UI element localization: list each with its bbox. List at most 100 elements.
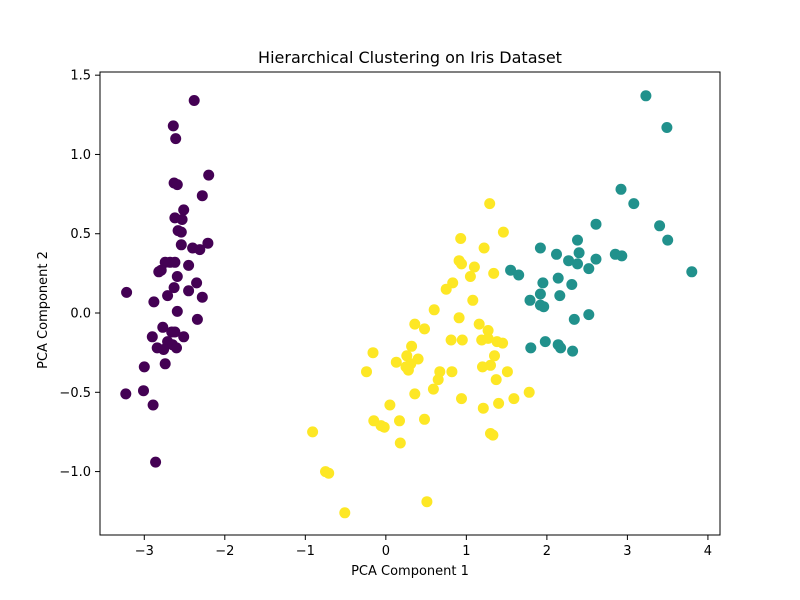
cluster-0-point-1 — [167, 120, 179, 132]
cluster-2-point-3 — [478, 242, 490, 254]
cluster-0-point-17 — [169, 256, 181, 268]
cluster-0-point-45 — [120, 388, 132, 400]
cluster-2-point-21 — [482, 332, 494, 344]
cluster-2-point-19 — [456, 334, 468, 346]
cluster-1-point-11 — [590, 253, 602, 265]
y-tick-label: 1.5 — [70, 69, 91, 84]
cluster-0-point-33 — [169, 326, 181, 338]
cluster-0-point-31 — [157, 321, 169, 333]
cluster-0-point-7 — [178, 204, 190, 216]
cluster-0-point-39 — [171, 342, 182, 354]
cluster-1-point-3 — [628, 198, 640, 210]
cluster-2-point-29 — [390, 356, 402, 368]
cluster-1-point-0 — [640, 90, 652, 102]
x-tick-label: 0 — [382, 544, 390, 559]
cluster-1-point-18 — [505, 264, 517, 276]
cluster-1-point-6 — [662, 234, 674, 246]
cluster-1-point-13 — [551, 248, 562, 260]
x-tick-label: 3 — [623, 544, 631, 559]
cluster-1-point-29 — [568, 313, 580, 325]
cluster-1-point-1 — [661, 122, 673, 133]
cluster-2-point-7 — [488, 267, 500, 279]
cluster-1-point-2 — [615, 183, 627, 195]
cluster-0-point-11 — [175, 226, 187, 238]
cluster-0-point-12 — [175, 239, 187, 251]
cluster-1-point-20 — [552, 272, 564, 284]
cluster-1-point-15 — [563, 255, 575, 267]
cluster-1-point-7 — [572, 234, 583, 246]
cluster-2-point-41 — [427, 383, 439, 395]
cluster-0-point-21 — [153, 266, 165, 278]
cluster-1-point-14 — [534, 242, 546, 254]
cluster-0-point-23 — [191, 277, 203, 289]
cluster-2-point-23 — [497, 337, 509, 349]
y-tick-label: 1.0 — [70, 148, 91, 163]
y-axis-label: PCA Component 2 — [36, 251, 51, 369]
cluster-1-point-25 — [524, 294, 536, 306]
cluster-2-point-53 — [378, 421, 390, 433]
cluster-0-point-9 — [176, 214, 188, 225]
cluster-2-point-45 — [508, 393, 520, 405]
cluster-0-point-41 — [158, 344, 170, 355]
cluster-1-point-30 — [525, 342, 537, 354]
cluster-2-point-5 — [456, 258, 467, 270]
cluster-0-point-42 — [159, 358, 171, 370]
cluster-2-point-44 — [456, 393, 467, 405]
points-layer — [120, 90, 698, 519]
cluster-2-point-8 — [464, 271, 476, 282]
cluster-0-point-14 — [194, 244, 206, 256]
cluster-0-point-6 — [196, 190, 208, 202]
x-tick-label: −1 — [296, 544, 315, 559]
cluster-2-point-40 — [490, 374, 502, 386]
cluster-0-point-0 — [188, 95, 200, 106]
cluster-2-point-16 — [473, 318, 485, 330]
cluster-2-point-25 — [367, 347, 379, 359]
cluster-0-point-24 — [168, 282, 180, 294]
cluster-2-point-14 — [409, 318, 421, 330]
x-tick-label: 4 — [704, 544, 712, 559]
cluster-2-point-48 — [477, 402, 489, 414]
cluster-0-point-27 — [196, 291, 208, 303]
chart-title: Hierarchical Clustering on Iris Dataset — [258, 48, 562, 67]
cluster-2-point-36 — [446, 366, 458, 378]
cluster-2-point-35 — [402, 364, 414, 376]
cluster-2-point-15 — [419, 323, 430, 335]
cluster-0-point-34 — [146, 331, 158, 343]
cluster-1-point-27 — [538, 301, 550, 313]
cluster-1-point-17 — [583, 263, 595, 275]
cluster-2-point-17 — [482, 325, 494, 336]
cluster-1-point-33 — [555, 342, 567, 354]
cluster-2-point-51 — [419, 413, 430, 425]
cluster-0-point-47 — [150, 456, 162, 468]
cluster-0-point-28 — [121, 286, 133, 298]
cluster-2-point-18 — [445, 334, 457, 346]
cluster-0-point-22 — [171, 271, 183, 282]
cluster-0-point-46 — [147, 399, 159, 411]
cluster-2-point-39 — [432, 374, 444, 386]
cluster-2-point-1 — [497, 226, 509, 238]
plot-frame — [99, 71, 721, 536]
cluster-2-point-10 — [440, 283, 452, 295]
cluster-1-point-12 — [573, 247, 585, 259]
cluster-2-point-13 — [453, 312, 465, 324]
cluster-0-point-44 — [138, 385, 149, 397]
cluster-2-point-60 — [421, 496, 433, 508]
cluster-1-point-8 — [686, 266, 698, 278]
cluster-2-point-47 — [384, 399, 396, 411]
cluster-2-point-33 — [485, 359, 496, 371]
cluster-2-point-12 — [428, 304, 440, 316]
cluster-2-point-27 — [489, 350, 500, 362]
cluster-1-point-24 — [554, 290, 566, 302]
cluster-2-point-42 — [409, 388, 421, 400]
cluster-1-point-34 — [567, 345, 579, 357]
cluster-0-point-5 — [203, 169, 215, 181]
cluster-0-point-26 — [162, 290, 174, 302]
cluster-0-point-30 — [171, 305, 183, 317]
cluster-1-point-21 — [566, 279, 578, 290]
cluster-0-point-29 — [148, 296, 160, 308]
cluster-2-point-50 — [394, 415, 405, 427]
x-axis: −3 −2 −1 0 1 2 3 4 — [135, 535, 712, 559]
cluster-2-point-2 — [455, 233, 467, 244]
cluster-0-point-36 — [191, 313, 203, 325]
